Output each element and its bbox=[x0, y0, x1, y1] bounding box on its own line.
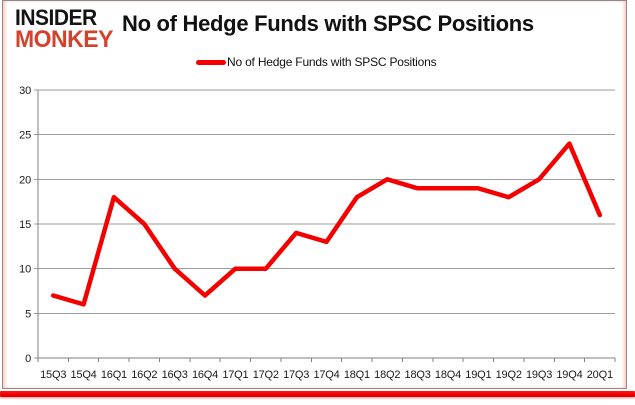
x-tick-label: 15Q4 bbox=[70, 369, 96, 381]
x-axis-ticks bbox=[37, 358, 616, 362]
x-tick-label: 19Q4 bbox=[556, 369, 582, 381]
insider-monkey-logo: INSIDER MONKEY bbox=[15, 5, 113, 53]
x-axis-labels: 15Q3 15Q4 16Q1 16Q2 16Q3 16Q4 17Q1 17Q2 17Q3 17Q4… bbox=[40, 369, 613, 381]
x-tick-label: 19Q1 bbox=[465, 369, 491, 381]
x-tick-label: 17Q1 bbox=[222, 369, 248, 381]
x-tick-label: 16Q4 bbox=[192, 369, 218, 381]
x-tick-label: 17Q2 bbox=[253, 369, 279, 381]
x-tick-label: 18Q2 bbox=[374, 369, 400, 381]
x-tick-label: 18Q1 bbox=[344, 369, 370, 381]
x-tick-label: 19Q3 bbox=[526, 369, 552, 381]
x-tick-label: 18Q4 bbox=[435, 369, 461, 381]
y-tick-label: 30 bbox=[19, 85, 31, 97]
y-tick-label: 20 bbox=[19, 174, 31, 186]
x-tick-label: 16Q1 bbox=[101, 369, 127, 381]
y-tick-label: 0 bbox=[25, 353, 31, 365]
chart-title: No of Hedge Funds with SPSC Positions bbox=[122, 11, 534, 36]
x-tick-label: 18Q3 bbox=[405, 369, 431, 381]
x-tick-label: 16Q2 bbox=[131, 369, 157, 381]
y-tick-label: 25 bbox=[19, 130, 31, 142]
logo-line-insider: INSIDER bbox=[15, 5, 97, 31]
x-tick-label: 16Q3 bbox=[162, 369, 188, 381]
brand-red-bar bbox=[0, 391, 635, 397]
y-tick-label: 15 bbox=[19, 219, 31, 231]
y-axis-labels: 0 5 10 15 20 25 30 bbox=[19, 85, 31, 365]
x-tick-label: 19Q2 bbox=[496, 369, 522, 381]
y-tick-label: 10 bbox=[19, 264, 31, 276]
x-tick-label: 15Q3 bbox=[40, 369, 66, 381]
x-tick-label: 17Q3 bbox=[283, 369, 309, 381]
line-chart: 0 5 10 15 20 25 30 15Q3 15Q4 16Q1 16Q2 16Q3 16Q4 17Q1… bbox=[19, 85, 616, 381]
series-line bbox=[50, 141, 603, 307]
legend-line-swatch bbox=[196, 59, 226, 65]
gridlines bbox=[34, 89, 615, 359]
figure-border bbox=[2, 0, 627, 389]
x-tick-label: 17Q4 bbox=[313, 369, 339, 381]
legend: No of Hedge Funds with SPSC Positions bbox=[196, 55, 437, 69]
legend-label: No of Hedge Funds with SPSC Positions bbox=[227, 55, 437, 69]
x-tick-label: 20Q1 bbox=[587, 369, 613, 381]
axes bbox=[37, 90, 615, 362]
y-tick-label: 5 bbox=[25, 308, 31, 320]
logo-line-monkey: MONKEY bbox=[15, 25, 113, 53]
